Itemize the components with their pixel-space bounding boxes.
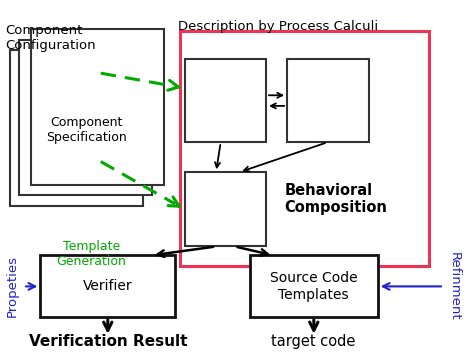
Text: Description by Process Calculi: Description by Process Calculi [177, 20, 378, 33]
Text: Verifier: Verifier [83, 279, 133, 294]
Text: Template
Generation: Template Generation [57, 240, 127, 268]
Text: Refinment: Refinment [448, 252, 461, 321]
Bar [184, 172, 266, 246]
Text: Source Code
Templates: Source Code Templates [270, 271, 357, 301]
Bar [250, 255, 378, 317]
Bar [10, 50, 143, 206]
Text: Propeties: Propeties [6, 255, 19, 317]
Bar [287, 59, 368, 142]
Text: Behavioral
Composition: Behavioral Composition [285, 182, 388, 215]
Text: Component
Configuration: Component Configuration [5, 24, 96, 52]
Text: Verification Result: Verification Result [28, 334, 187, 349]
Bar [19, 40, 152, 195]
Bar [31, 29, 163, 185]
Bar [184, 59, 266, 142]
Bar [180, 31, 429, 266]
Text: target code: target code [271, 334, 356, 349]
Bar [40, 255, 175, 317]
Text: Component
Specification: Component Specification [46, 116, 127, 144]
